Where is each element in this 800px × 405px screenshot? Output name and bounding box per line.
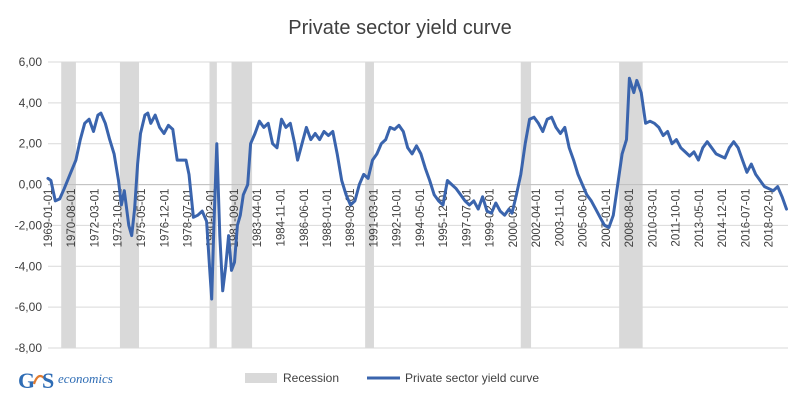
x-tick-label-1: 1970-08-01 (66, 189, 78, 248)
recession-bands (61, 62, 643, 348)
legend-label-recession: Recession (283, 371, 339, 385)
y-tick-label-4: 0,00 (19, 178, 43, 192)
x-tick-label-11: 1986-06-01 (299, 189, 311, 248)
x-tick-label-27: 2011-10-01 (671, 189, 683, 247)
x-tick-label-5: 1976-12-01 (159, 189, 171, 248)
x-tick-label-2: 1972-03-01 (90, 189, 102, 248)
y-axis-ticks: -8,00 -6,00 -4,00 -2,00 0,00 2,00 4,00 6,00 (15, 55, 43, 355)
recession-band-1 (119, 62, 140, 348)
logo-swoosh (32, 374, 45, 385)
x-tick-label-15: 1992-10-01 (392, 189, 404, 248)
y-tick-label-0: -8,00 (15, 341, 43, 355)
x-tick-label-0: 1969-01-01 (43, 189, 55, 248)
y-tick-label-7: 6,00 (19, 55, 43, 69)
x-tick-label-24: 2007-01-01 (601, 189, 613, 248)
y-tick-label-6: 4,00 (19, 96, 43, 110)
x-tick-label-25: 2008-08-01 (624, 189, 636, 248)
x-tick-label-21: 2002-04-01 (531, 189, 543, 248)
recession-band-6 (619, 62, 643, 348)
x-tick-label-20: 2000-09-01 (508, 189, 520, 248)
x-tick-label-4: 1975-05-01 (136, 189, 148, 248)
x-tick-label-10: 1984-11-01 (275, 189, 287, 247)
x-tick-label-19: 1999-02-01 (485, 189, 497, 248)
legend-swatch-recession (245, 373, 277, 383)
x-tick-label-29: 2014-12-01 (717, 189, 729, 248)
y-tick-label-3: -2,00 (15, 218, 43, 232)
x-tick-label-16: 1994-05-01 (415, 189, 427, 248)
logo-initial-g: G (18, 368, 35, 393)
x-tick-label-9: 1983-04-01 (252, 189, 264, 248)
recession-band-4 (365, 62, 374, 348)
x-tick-label-23: 2005-06-01 (578, 189, 590, 248)
gs-economics-logo: G S economics (18, 368, 113, 393)
x-tick-label-12: 1988-01-01 (322, 189, 334, 248)
recession-band-0 (61, 62, 76, 348)
y-tick-label-5: 2,00 (19, 137, 43, 151)
recession-band-5 (520, 62, 532, 348)
x-tick-label-31: 2018-02-01 (764, 189, 776, 248)
y-tick-label-1: -6,00 (15, 300, 43, 314)
series-line-0 (46, 76, 788, 301)
x-tick-label-14: 1991-03-01 (369, 189, 381, 248)
x-axis: 1969-01-01 1970-08-01 1972-03-01 1973-10-01… (43, 184, 788, 248)
y-tick-label-2: -4,00 (15, 259, 43, 273)
legend-label-yield-curve: Private sector yield curve (405, 371, 539, 385)
chart-title: Private sector yield curve (288, 17, 511, 39)
logo-initial-s: S (42, 368, 54, 393)
series-lines (46, 76, 788, 301)
logo-text: economics (58, 371, 113, 386)
x-tick-label-30: 2016-07-01 (740, 189, 752, 248)
x-tick-label-26: 2010-03-01 (647, 189, 659, 248)
legend: Recession Private sector yield curve (245, 371, 539, 385)
x-tick-label-28: 2013-05-01 (694, 189, 706, 248)
x-tick-label-22: 2003-11-01 (554, 189, 566, 247)
